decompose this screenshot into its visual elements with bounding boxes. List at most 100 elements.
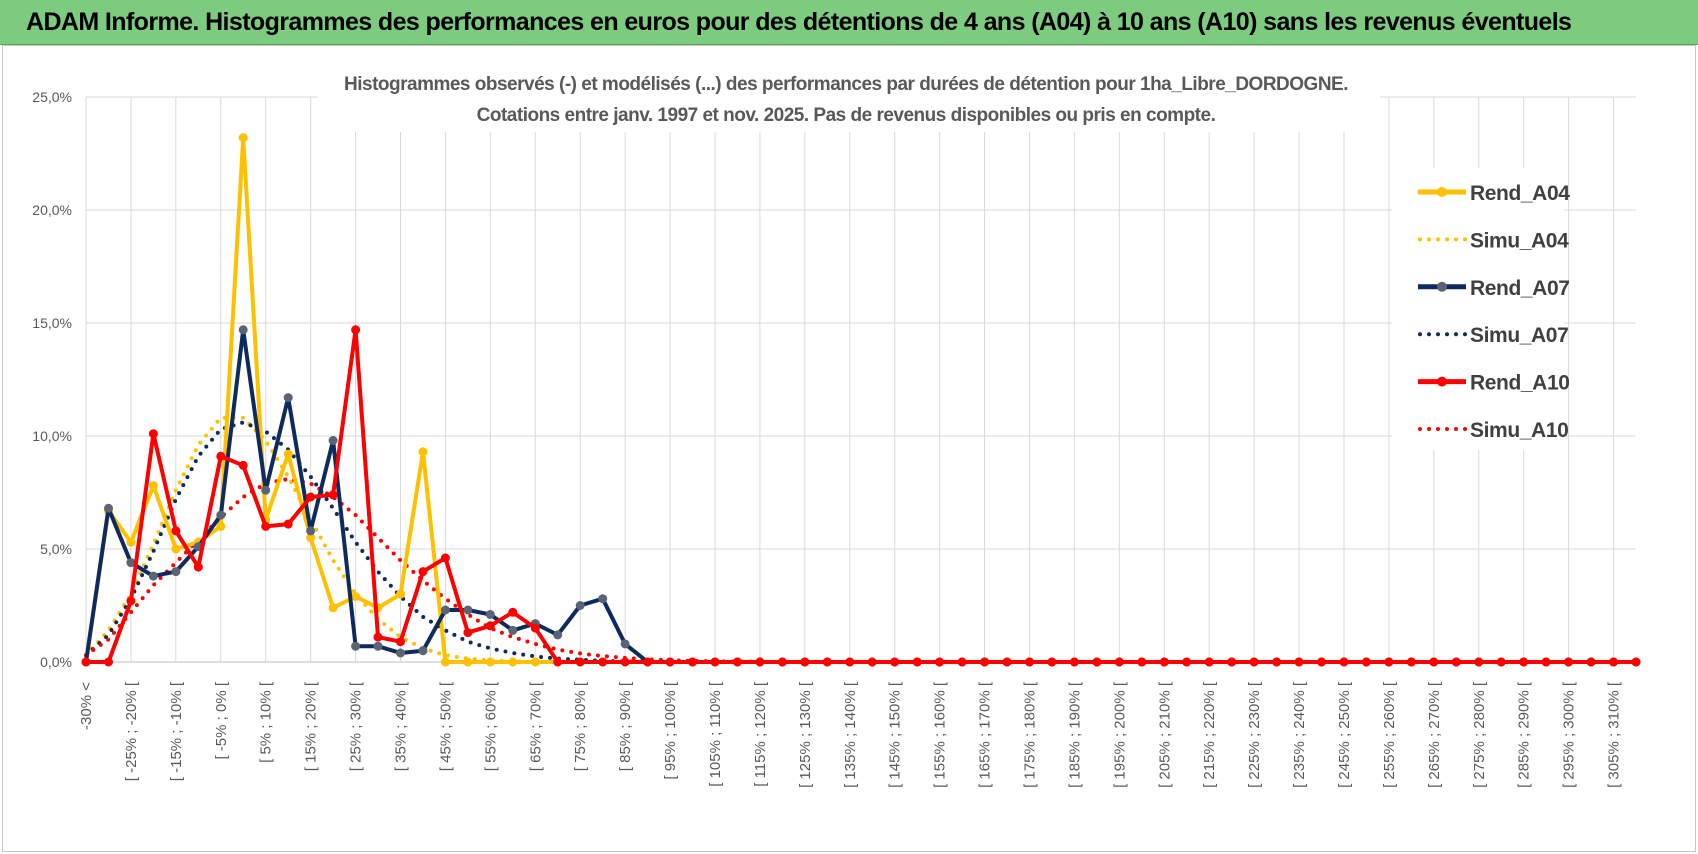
data-point [485,657,495,667]
data-point [238,460,248,470]
y-tick-label: 5,0% [40,541,72,557]
data-point [440,605,450,615]
data-point [283,449,293,459]
series-Rend_A10 [81,325,1641,667]
x-tick-label: [ 285% ; 290% [ [1516,681,1533,788]
legend-marker [1437,376,1447,387]
data-point [575,601,585,610]
data-point [530,623,540,633]
data-point [1182,657,1192,667]
x-tick-label: [ 75% ; 80% [ [572,681,589,771]
x-tick-label: [ 35% ; 40% [ [392,681,409,771]
data-point [508,657,518,667]
data-point [1294,657,1304,667]
data-point [216,510,226,520]
data-point [440,553,450,563]
data-point [126,596,136,606]
data-point [283,393,293,403]
data-point [575,657,585,667]
data-point [1002,657,1012,667]
data-point [261,485,271,495]
series-Simu_A07 [84,420,1638,664]
data-point [396,589,405,599]
x-tick-label: [ 265% ; 270% [ [1426,681,1443,788]
data-point [643,657,653,667]
legend-label: Rend_A07 [1470,277,1570,300]
legend-label: Rend_A10 [1470,372,1570,395]
x-tick-label: [ 5% ; 10% [ [258,681,275,763]
legend-item-Simu_A10: Simu_A10 [1418,419,1569,442]
y-tick-label: 10,0% [32,428,72,444]
data-point [126,537,136,547]
legend-item-Rend_A07: Rend_A07 [1418,277,1570,300]
data-point [306,492,316,502]
x-tick-label: [ 225% ; 230% [ [1246,681,1263,788]
x-tick-label: [ 155% ; 160% [ [932,681,949,788]
data-point [171,544,181,554]
data-point [1384,657,1394,667]
x-tick-label: [ 235% ; 240% [ [1291,681,1308,788]
data-point [598,594,608,604]
data-point [238,325,248,335]
chart-title-background [318,64,1380,132]
data-point [148,429,158,439]
x-tick-label: [ 275% ; 280% [ [1471,681,1488,788]
data-point [732,657,742,667]
data-point [1114,657,1124,667]
data-point [171,567,181,577]
x-tick-label: [ 55% ; 60% [ [482,681,499,771]
data-point [1496,657,1506,667]
data-point [418,447,428,457]
data-point [261,521,271,531]
x-tick-label: [ 305% ; 310% [ [1606,681,1623,788]
data-point [1227,657,1237,667]
x-tick-label: [ 85% ; 90% [ [617,681,634,771]
y-tick-label: 20,0% [32,202,72,218]
data-point [463,657,473,667]
data-point [1339,657,1349,667]
data-point [81,657,91,667]
data-point [553,630,563,640]
data-point [418,567,428,577]
x-tick-label: [ 115% ; 120% [ [752,681,769,787]
y-tick-label: 0,0% [40,654,72,670]
data-point [935,657,945,667]
data-point [485,610,495,619]
series-line [84,415,1638,664]
data-point [553,657,563,667]
legend: Rend_A04 Simu_A04 Rend_A07 Simu_A07 Rend_A10… [1392,168,1571,450]
data-point [867,657,877,667]
data-point [755,657,765,667]
data-point [1406,657,1416,667]
data-point [148,481,158,491]
legend-label: Simu_A07 [1470,324,1568,347]
x-axis-ticks: -30% < [ -25% ; -20% [[ -15% ; -10% [[ -5… [78,681,1623,788]
legend-item-Simu_A07: Simu_A07 [1418,324,1569,347]
data-point [351,641,361,651]
data-point [598,657,608,667]
data-point [1025,657,1034,667]
report-title: ADAM Informe. Histogrammes des performan… [26,8,1572,36]
data-point [980,657,990,667]
data-point [328,436,338,445]
data-point [1361,657,1371,667]
data-point [328,603,338,613]
legend-marker [1437,281,1447,292]
data-point [396,648,405,658]
legend-item-Rend_A10: Rend_A10 [1418,372,1570,395]
x-tick-label: -30% < [78,682,95,730]
y-tick-label: 25,0% [32,89,72,105]
y-axis-ticks: 0,0% 5,0% 10,0% 15,0% 20,0% 25,0% [32,89,72,670]
chart-subtitle: Cotations entre janv. 1997 et nov. 2025.… [477,105,1216,126]
series-line [86,327,1636,664]
legend-marker [1437,187,1447,197]
x-tick-label: [ 165% ; 170% [ [977,681,994,788]
legend-label: Simu_A04 [1470,229,1569,252]
x-tick-label: [ 295% ; 300% [ [1561,681,1578,788]
legend-background [1392,168,1564,450]
data-point [1609,657,1618,667]
x-tick-label: [ 95% ; 100% [ [662,681,679,779]
data-point [463,628,473,638]
data-point [1317,657,1326,667]
data-point [957,657,967,667]
